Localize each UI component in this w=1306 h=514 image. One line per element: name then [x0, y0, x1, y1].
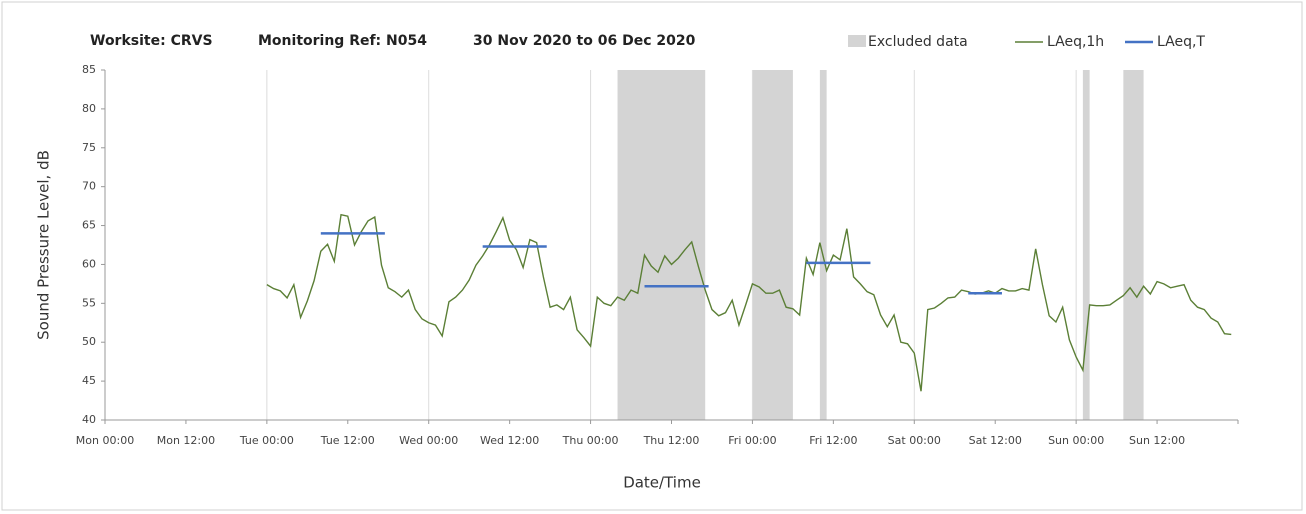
- excluded-band: [1123, 70, 1144, 420]
- y-tick-label: 80: [82, 102, 96, 115]
- y-tick-label: 85: [82, 63, 96, 76]
- x-tick-label: Sun 00:00: [1048, 434, 1104, 447]
- y-tick-label: 50: [82, 335, 96, 348]
- title-ref: Monitoring Ref: N054: [258, 33, 427, 49]
- title-dates: 30 Nov 2020 to 06 Dec 2020: [473, 33, 696, 49]
- legend-label: LAeq,T: [1157, 34, 1205, 50]
- x-tick-label: Fri 12:00: [809, 434, 857, 447]
- line-series: [266, 213, 1232, 392]
- x-tick-label: Thu 00:00: [562, 434, 619, 447]
- x-tick-label: Sun 12:00: [1129, 434, 1185, 447]
- x-tick-label: Wed 00:00: [399, 434, 458, 447]
- y-tick-label: 45: [82, 374, 96, 387]
- y-tick-label: 70: [82, 180, 96, 193]
- legend-swatch: [848, 35, 866, 47]
- x-axis-label: Date/Time: [623, 474, 701, 492]
- excluded-band: [1082, 70, 1090, 420]
- excluded-band: [752, 70, 793, 420]
- x-tick-label: Thu 12:00: [643, 434, 700, 447]
- legend-label: Excluded data: [868, 34, 968, 50]
- excluded-band: [819, 70, 827, 420]
- x-tick-label: Tue 12:00: [320, 434, 375, 447]
- x-tick-label: Fri 00:00: [728, 434, 776, 447]
- y-tick-label: 65: [82, 219, 96, 232]
- excluded-band: [617, 70, 706, 420]
- x-tick-label: Wed 12:00: [480, 434, 539, 447]
- x-tick-label: Sat 12:00: [969, 434, 1022, 447]
- y-tick-label: 55: [82, 296, 96, 309]
- y-tick-label: 60: [82, 257, 96, 270]
- x-tick-label: Mon 12:00: [157, 434, 215, 447]
- y-tick-label: 40: [82, 413, 96, 426]
- legend-label: LAeq,1h: [1047, 34, 1104, 50]
- y-tick-label: 75: [82, 141, 96, 154]
- x-tick-label: Mon 00:00: [76, 434, 134, 447]
- x-tick-label: Sat 00:00: [888, 434, 941, 447]
- y-axis-label: Sound Pressure Level, dB: [35, 150, 53, 340]
- x-tick-label: Tue 00:00: [239, 434, 294, 447]
- title-site: Worksite: CRVS: [90, 33, 213, 49]
